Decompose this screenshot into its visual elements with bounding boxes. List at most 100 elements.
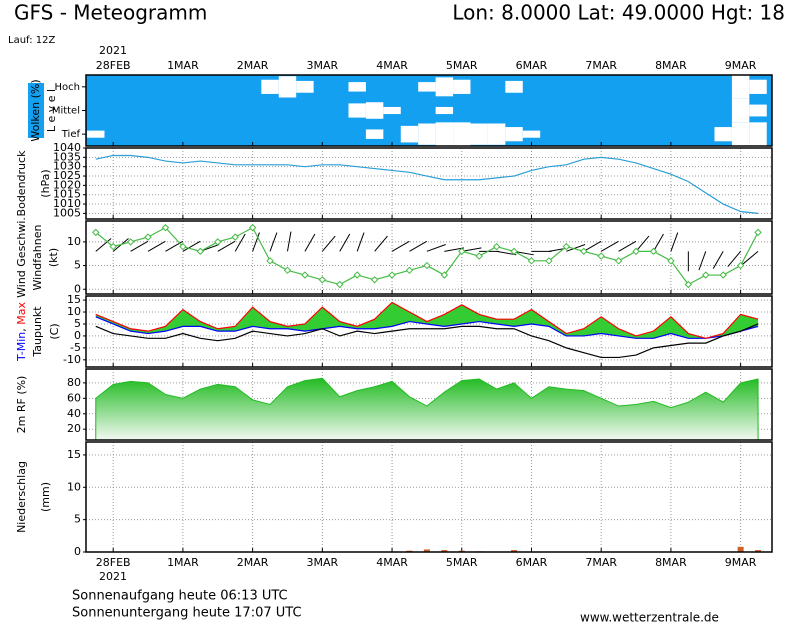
panel-frame xyxy=(85,368,773,441)
cloud-cover xyxy=(418,82,436,92)
panel-frame xyxy=(85,220,773,295)
wind-point xyxy=(336,280,344,289)
y-tick-label: 15 xyxy=(67,293,81,306)
cloud-cover xyxy=(365,129,384,139)
wind-point xyxy=(214,238,222,246)
wind-point xyxy=(179,242,187,251)
y-tick-label: -5 xyxy=(70,341,81,354)
cloud-cover xyxy=(418,123,436,145)
humidity-area xyxy=(95,377,759,441)
y-tick-label: -10 xyxy=(63,353,81,366)
x-tick-label: 4MAR xyxy=(376,556,408,569)
y-tick-label: 1015 xyxy=(53,188,81,201)
wind-point xyxy=(492,242,501,251)
panel-frame xyxy=(85,441,773,553)
wind-point xyxy=(388,271,396,279)
wind-barb xyxy=(356,232,365,252)
wind-barb xyxy=(391,240,410,252)
y-label-box xyxy=(28,83,44,138)
y-label: T-Min, Max xyxy=(15,302,28,362)
cloud-cover xyxy=(470,123,488,145)
y-tick-label: 20 xyxy=(67,422,81,435)
wind-point xyxy=(510,247,518,256)
x-tick-label: 6MAR xyxy=(516,59,548,72)
wind-barb xyxy=(374,235,388,252)
y-tick-label: 15 xyxy=(67,448,81,461)
wind-barb xyxy=(339,233,351,252)
y-tick-label: 1030 xyxy=(53,160,81,173)
precip-bar xyxy=(423,549,430,552)
wind-barb xyxy=(234,233,246,252)
x-tick-label: 9MAR xyxy=(725,59,757,72)
y-tick-label: 5 xyxy=(74,513,81,526)
wind-barb xyxy=(653,233,664,252)
y-label: Wind Geschwi. xyxy=(15,217,28,298)
y-label: Windfahnen xyxy=(31,225,44,291)
wind-barb xyxy=(742,250,759,265)
x-tick-label: 28FEB xyxy=(96,59,131,72)
wind-barb xyxy=(583,240,602,252)
level-label: Hoch xyxy=(55,82,80,93)
y-label: Wolken (%) xyxy=(29,79,42,141)
wind-barb xyxy=(252,232,260,252)
y-tick-label: 10 xyxy=(67,480,81,493)
wind-point xyxy=(597,252,605,260)
y-tick-label: 0 xyxy=(74,329,81,342)
wind-point xyxy=(109,242,117,251)
y-label-part: Max xyxy=(15,302,28,325)
run: Lauf: 12Z xyxy=(8,35,55,46)
title: GFS - Meteogramm xyxy=(14,1,207,25)
wind-barb xyxy=(698,251,707,271)
wind-point xyxy=(545,257,553,265)
y-tick-label: 1010 xyxy=(53,197,81,210)
wind-point xyxy=(248,223,257,232)
wind-point xyxy=(736,261,745,270)
precip-bar xyxy=(755,550,762,552)
wind-barb xyxy=(618,240,637,252)
cloud-cover xyxy=(348,103,366,118)
wind-point xyxy=(126,238,135,246)
cloud-cover xyxy=(731,122,750,146)
wind-barb xyxy=(600,240,619,252)
sunset: Sonnenuntergang heute 17:07 UTC xyxy=(72,606,302,621)
year-top: 2021 xyxy=(99,44,127,57)
panel-frame xyxy=(85,295,773,368)
wind-barb xyxy=(409,240,428,252)
year-bottom: 2021 xyxy=(99,570,127,583)
y-label: (mm) xyxy=(39,482,52,512)
cloud-cover xyxy=(278,76,297,98)
wind-point xyxy=(614,257,623,265)
wind-barb xyxy=(286,231,292,252)
precip-bar xyxy=(511,550,518,552)
y-tick-label: 1005 xyxy=(53,206,81,219)
wind-point xyxy=(144,233,152,241)
wind-barb xyxy=(269,232,278,252)
level-label: Mittel xyxy=(52,106,80,117)
wind-barb xyxy=(461,247,482,252)
x-tick-label: 6MAR xyxy=(516,556,548,569)
wind-barb xyxy=(566,244,586,252)
y-tick-label: 1035 xyxy=(53,150,81,163)
cloud-cover xyxy=(731,98,750,123)
cloud-cover xyxy=(522,130,541,138)
wind-barb xyxy=(670,232,679,252)
wind-point xyxy=(649,247,658,256)
wind-barb xyxy=(130,240,149,252)
y-tick-label: 5 xyxy=(74,317,81,330)
wind-barb xyxy=(95,238,112,252)
wind-point xyxy=(684,280,693,289)
location: Lon: 8.0000 Lat: 49.0000 Hgt: 18 xyxy=(452,1,785,25)
y-label: 2m RF (%) xyxy=(15,376,28,434)
wind-point xyxy=(301,271,309,279)
y-tick-label: 0 xyxy=(74,282,81,295)
level-label: Tief xyxy=(61,129,81,140)
wind-point xyxy=(231,233,239,241)
x-tick-label: 8MAR xyxy=(655,556,687,569)
wind-point xyxy=(475,252,483,260)
cloud-cover xyxy=(400,125,419,143)
wind-point xyxy=(632,247,640,256)
wind-point xyxy=(440,271,449,279)
y-tick-label: 10 xyxy=(67,305,81,318)
y-label: (C) xyxy=(48,323,61,339)
